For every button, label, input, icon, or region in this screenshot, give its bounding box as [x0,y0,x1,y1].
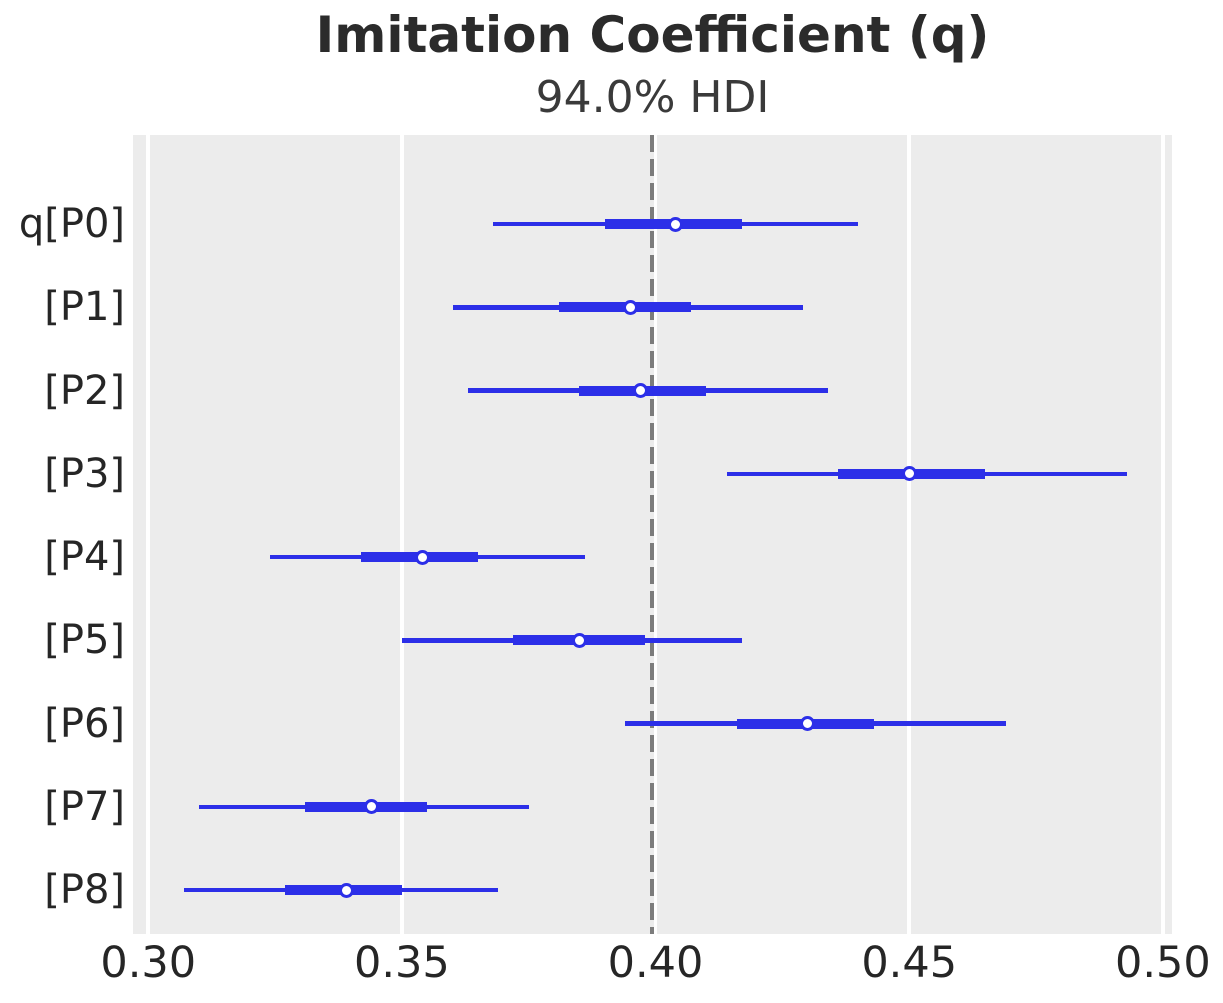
median-marker [363,799,379,815]
median-marker [571,632,587,648]
ytick-label: [P3] [44,450,125,497]
median-marker [622,299,638,315]
x-gridline [653,135,658,934]
ytick-label: [P8] [44,867,125,913]
median-marker [414,549,430,565]
median-marker [338,882,354,898]
x-gridline [1161,135,1165,934]
ytick-label: [P1] [44,284,125,331]
chart-subtitle: 94.0% HDI [535,72,770,123]
chart-title: Imitation Coefficient (q) [315,6,990,64]
median-marker [668,216,684,232]
xtick-label: 0.50 [1114,938,1211,988]
ytick-label: q[P0] [18,201,125,247]
ytick-label: [P4] [44,534,125,580]
median-marker [901,466,917,482]
plot-area [133,135,1172,934]
ytick-label: [P2] [44,367,125,414]
xtick-label: 0.30 [100,938,197,988]
ytick-label: [P6] [44,700,125,747]
reference-line [649,135,655,934]
xtick-label: 0.35 [354,938,450,988]
ytick-label: [P7] [44,783,125,830]
median-marker [800,716,816,731]
x-gridline [907,135,911,934]
median-marker [632,383,648,398]
x-gridline [146,135,150,934]
xtick-label: 0.40 [607,938,704,988]
x-gridline [400,135,404,934]
xtick-label: 0.45 [861,938,958,988]
ytick-label: [P5] [44,617,125,664]
